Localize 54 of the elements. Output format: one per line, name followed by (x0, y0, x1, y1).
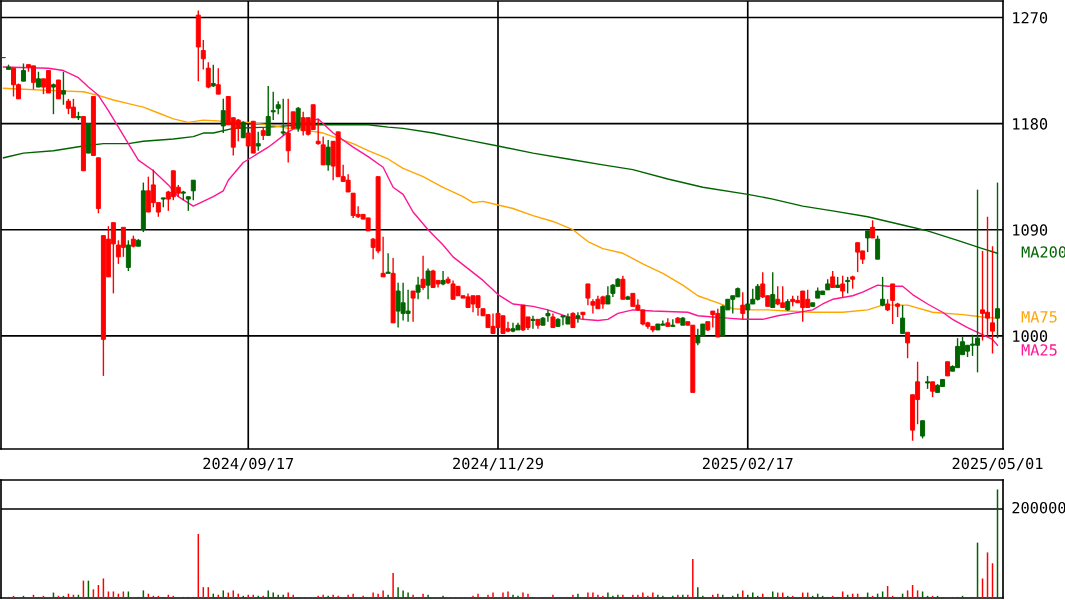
candlestick (585, 283, 591, 306)
candlestick (325, 139, 331, 172)
candlestick (205, 61, 211, 89)
candlestick (530, 315, 536, 330)
candlestick (880, 276, 886, 308)
candlestick (905, 331, 911, 359)
x-tick-label: 2025/05/01 (952, 457, 1043, 471)
y-tick-label: 1090 (1013, 224, 1048, 236)
candlestick (770, 271, 776, 309)
candlestick (410, 290, 416, 323)
candlestick (285, 98, 291, 164)
series-label: MA25 (1021, 344, 1057, 356)
candlestick (55, 79, 61, 100)
line-series (2, 66, 999, 346)
candlestick (350, 192, 356, 219)
candlestick (840, 274, 846, 298)
candlestick (415, 276, 421, 300)
y-tick-label: 1000 (1013, 330, 1048, 342)
candlestick (440, 270, 446, 286)
candlestick (30, 65, 36, 91)
candlestick (215, 67, 221, 95)
y-tick-label: 1180 (1013, 118, 1048, 130)
candlestick (385, 252, 391, 275)
candlestick (60, 71, 66, 106)
candlestick (50, 82, 56, 115)
x-tick-label: 2025/02/17 (702, 457, 793, 471)
text: 200000 (1012, 501, 1065, 514)
candlestick (125, 239, 131, 272)
candlestick (295, 106, 301, 133)
candlestick (255, 131, 261, 152)
candlestick (620, 274, 626, 300)
candlestick (270, 91, 276, 121)
x-tick-label: 2024/11/29 (453, 457, 543, 471)
candlestick (320, 135, 326, 166)
candlestick (190, 179, 196, 201)
candlestick (420, 254, 426, 291)
candlestick (670, 318, 676, 328)
candlestick (575, 311, 581, 324)
candlestick (120, 226, 126, 258)
candlestick (425, 267, 431, 300)
candlestick (900, 304, 906, 335)
candlestick (865, 230, 871, 253)
y-tick-label: 1270 (1013, 12, 1048, 24)
candlestick (890, 283, 896, 325)
candlestick (70, 98, 76, 119)
series-label: MA75 (1021, 311, 1057, 323)
candlestick (875, 234, 881, 260)
x-tick-label: 2024/09/17 (203, 457, 294, 471)
candlestick (990, 245, 995, 355)
candlestick (855, 241, 861, 273)
candlestick (45, 70, 51, 94)
candlestick (980, 250, 986, 342)
candlestick (740, 291, 746, 321)
candlestick (200, 39, 206, 71)
